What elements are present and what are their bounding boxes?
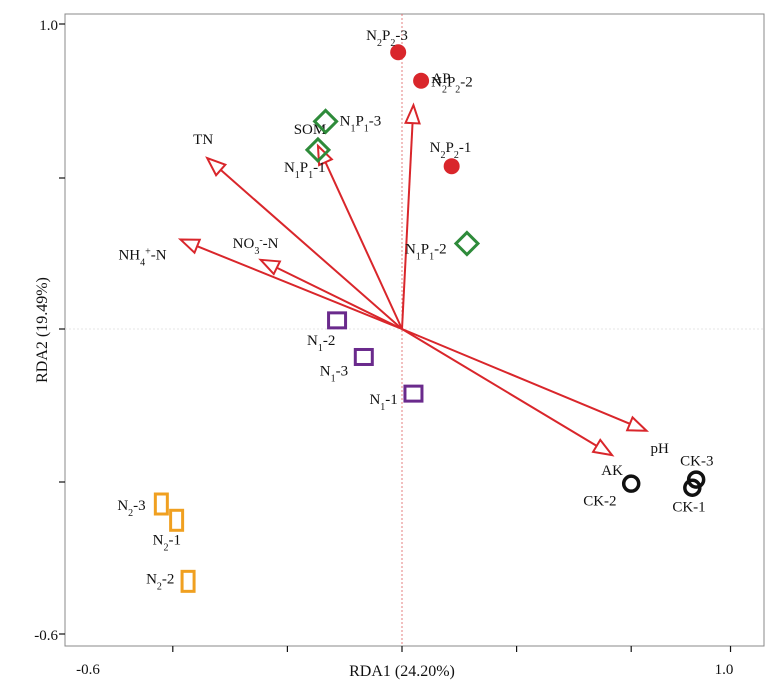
- sample-label: N2P2-2: [431, 75, 473, 96]
- sample-points: N2P2-3 N2P2-2 N2P2-1 N1P1-3 N1P1-1 N1P1-2 N1-2…: [117, 28, 713, 593]
- vector-line: [401, 328, 631, 425]
- sample-point: [153, 492, 169, 516]
- x-axis-label: RDA1 (24.20%): [349, 663, 455, 680]
- sample-point: [169, 508, 185, 532]
- vector-label: NH4+-N: [118, 246, 166, 268]
- vector-arrowhead: [625, 415, 650, 432]
- sample-label: N1-1: [369, 392, 397, 413]
- vector-line: [401, 123, 414, 330]
- y-axis-label: RDA2 (19.49%): [34, 277, 51, 383]
- y-tick-label: 1.0: [39, 18, 58, 34]
- vector-arrowhead: [404, 102, 421, 125]
- sample-point: [403, 384, 424, 403]
- vector-arrowhead: [177, 238, 202, 255]
- sample-point: [443, 158, 460, 175]
- sample-point: [312, 108, 339, 135]
- sample-label: N1-3: [320, 363, 348, 384]
- sample-point: [353, 347, 374, 366]
- vector-line: [324, 161, 403, 330]
- vector-line: [196, 245, 403, 330]
- sample-point: [413, 72, 430, 89]
- x-tick-label: -0.6: [76, 662, 100, 678]
- vector-label: pH: [650, 441, 669, 457]
- vector-line: [220, 169, 403, 330]
- sample-label: CK-1: [672, 500, 705, 516]
- plot-frame: [64, 13, 765, 647]
- sample-point: [453, 230, 481, 257]
- sample-label: N1P1-1: [284, 160, 326, 181]
- sample-label: N2P2-3: [366, 28, 408, 49]
- vector-line: [401, 328, 598, 447]
- vector-arrowhead: [258, 258, 282, 276]
- sample-label: N1P1-3: [340, 113, 382, 133]
- vector-label: AP: [431, 71, 450, 87]
- sample-label: N1-2: [307, 333, 335, 354]
- vector-arrowhead: [205, 156, 228, 177]
- sample-label: N2-2: [146, 571, 174, 592]
- sample-point: [180, 569, 196, 593]
- vector-label: AK: [601, 463, 623, 479]
- vector-label: NO3--N: [233, 234, 279, 256]
- vector-arrowhead: [591, 438, 615, 457]
- sample-point: [683, 478, 702, 497]
- sample-point: [390, 44, 407, 61]
- sample-point: [621, 474, 641, 493]
- sample-label: CK-3: [680, 454, 713, 470]
- vector-line: [276, 266, 403, 330]
- sample-point: [304, 136, 332, 164]
- sample-label: N2P2-1: [430, 140, 472, 161]
- sample-label: N2-1: [153, 532, 181, 553]
- sample-label: CK-2: [583, 494, 616, 510]
- x-tick-label: 1.0: [715, 662, 734, 678]
- vector-label: TN: [193, 132, 213, 148]
- sample-label: N1P1-2: [405, 242, 447, 263]
- sample-point: [327, 311, 348, 330]
- axes: -0.6 1.0 1.0 -0.6: [34, 18, 733, 678]
- y-tick-label: -0.6: [34, 628, 58, 644]
- sample-label: N2-3: [117, 498, 145, 519]
